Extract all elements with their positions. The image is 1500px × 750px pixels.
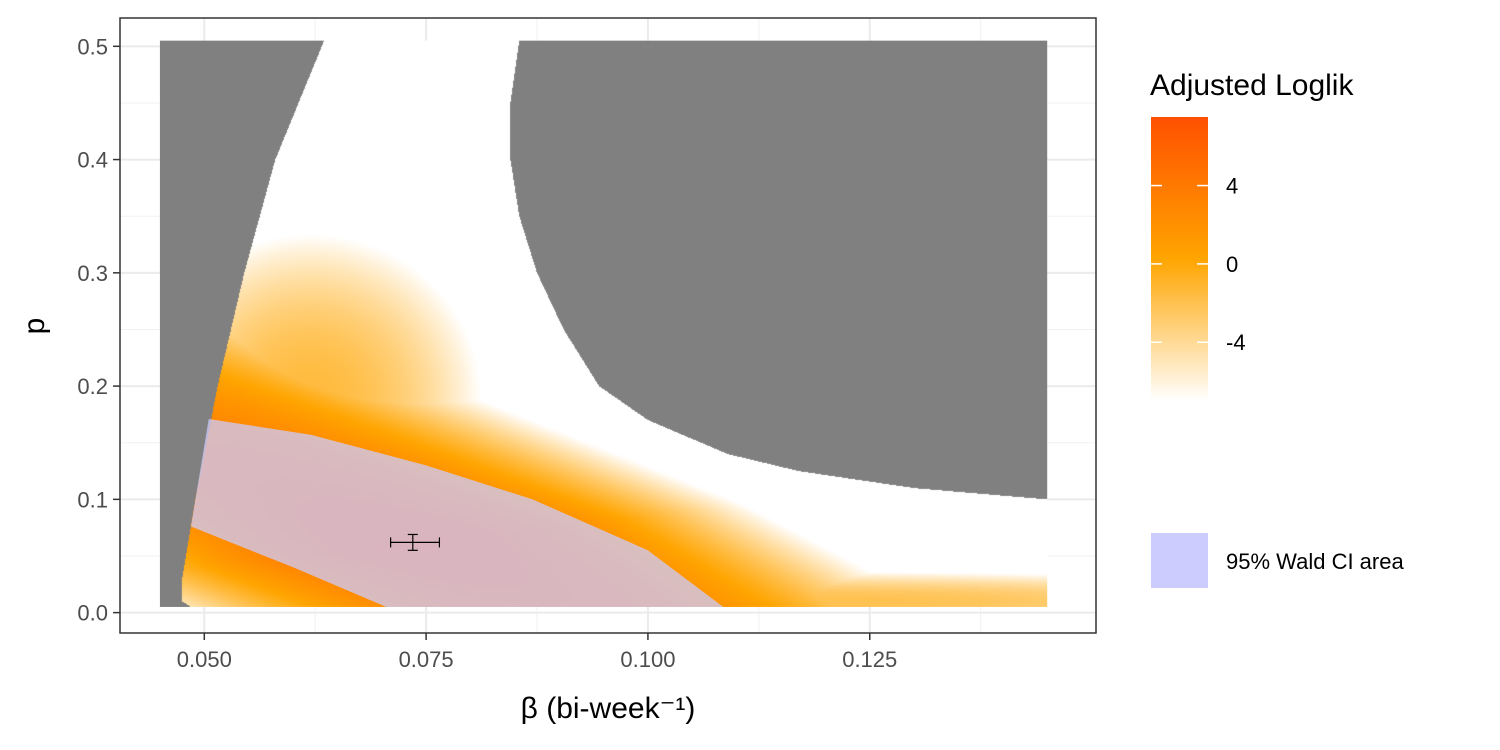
x-tick-label: 0.100 — [620, 647, 675, 672]
y-tick-label: 0.2 — [77, 374, 108, 399]
y-axis-title: p — [18, 318, 51, 335]
y-axis-ticks: 0.0 0.1 0.2 0.3 0.4 0.5 — [77, 34, 120, 626]
fill-legend-title: Adjusted Loglik — [1150, 69, 1354, 102]
y-tick-label: 0.3 — [77, 261, 108, 286]
ci-legend: 95% Wald CI area — [1151, 533, 1404, 588]
plot-panel-border — [119, 17, 1097, 634]
x-axis-title: β (bi-week⁻¹) — [521, 692, 696, 725]
y-tick-label: 0.0 — [77, 601, 108, 626]
ci-legend-key — [1151, 533, 1208, 588]
fill-legend-colorbar — [1151, 117, 1208, 401]
colorbar-tick-label: -4 — [1226, 330, 1246, 355]
y-tick-label: 0.4 — [77, 148, 108, 173]
estimate-error-bars — [390, 533, 441, 551]
fill-legend-ticks: 4 0 -4 — [1151, 174, 1246, 355]
fill-legend: Adjusted Loglik 4 0 -4 — [1150, 69, 1354, 401]
x-tick-label: 0.125 — [842, 647, 897, 672]
wald-ci-area — [190, 418, 724, 607]
x-tick-label: 0.050 — [177, 647, 232, 672]
colorbar-tick-label: 0 — [1226, 252, 1238, 277]
y-tick-label: 0.1 — [77, 487, 108, 512]
ci-legend-label: 95% Wald CI area — [1226, 549, 1404, 574]
colorbar-tick-label: 4 — [1226, 174, 1238, 199]
y-tick-label: 0.5 — [77, 34, 108, 59]
x-tick-label: 0.075 — [399, 647, 454, 672]
x-axis-ticks: 0.050 0.075 0.100 0.125 — [177, 633, 897, 672]
